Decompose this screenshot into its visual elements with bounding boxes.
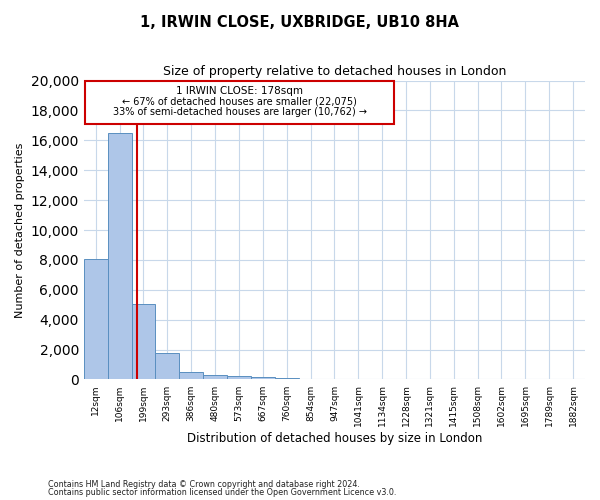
Text: 1, IRWIN CLOSE, UXBRIDGE, UB10 8HA: 1, IRWIN CLOSE, UXBRIDGE, UB10 8HA xyxy=(140,15,460,30)
Bar xyxy=(179,372,203,380)
Bar xyxy=(131,304,155,380)
FancyBboxPatch shape xyxy=(85,80,394,124)
Text: Contains HM Land Registry data © Crown copyright and database right 2024.: Contains HM Land Registry data © Crown c… xyxy=(48,480,360,489)
X-axis label: Distribution of detached houses by size in London: Distribution of detached houses by size … xyxy=(187,432,482,445)
Bar xyxy=(107,133,131,380)
Text: ← 67% of detached houses are smaller (22,075): ← 67% of detached houses are smaller (22… xyxy=(122,97,357,107)
Bar xyxy=(251,377,275,380)
Text: 33% of semi-detached houses are larger (10,762) →: 33% of semi-detached houses are larger (… xyxy=(113,108,367,118)
Bar xyxy=(155,354,179,380)
Bar xyxy=(84,259,107,380)
Y-axis label: Number of detached properties: Number of detached properties xyxy=(15,142,25,318)
Bar xyxy=(275,378,299,380)
Text: 1 IRWIN CLOSE: 178sqm: 1 IRWIN CLOSE: 178sqm xyxy=(176,86,303,96)
Bar xyxy=(203,375,227,380)
Bar xyxy=(227,376,251,380)
Title: Size of property relative to detached houses in London: Size of property relative to detached ho… xyxy=(163,65,506,78)
Text: Contains public sector information licensed under the Open Government Licence v3: Contains public sector information licen… xyxy=(48,488,397,497)
